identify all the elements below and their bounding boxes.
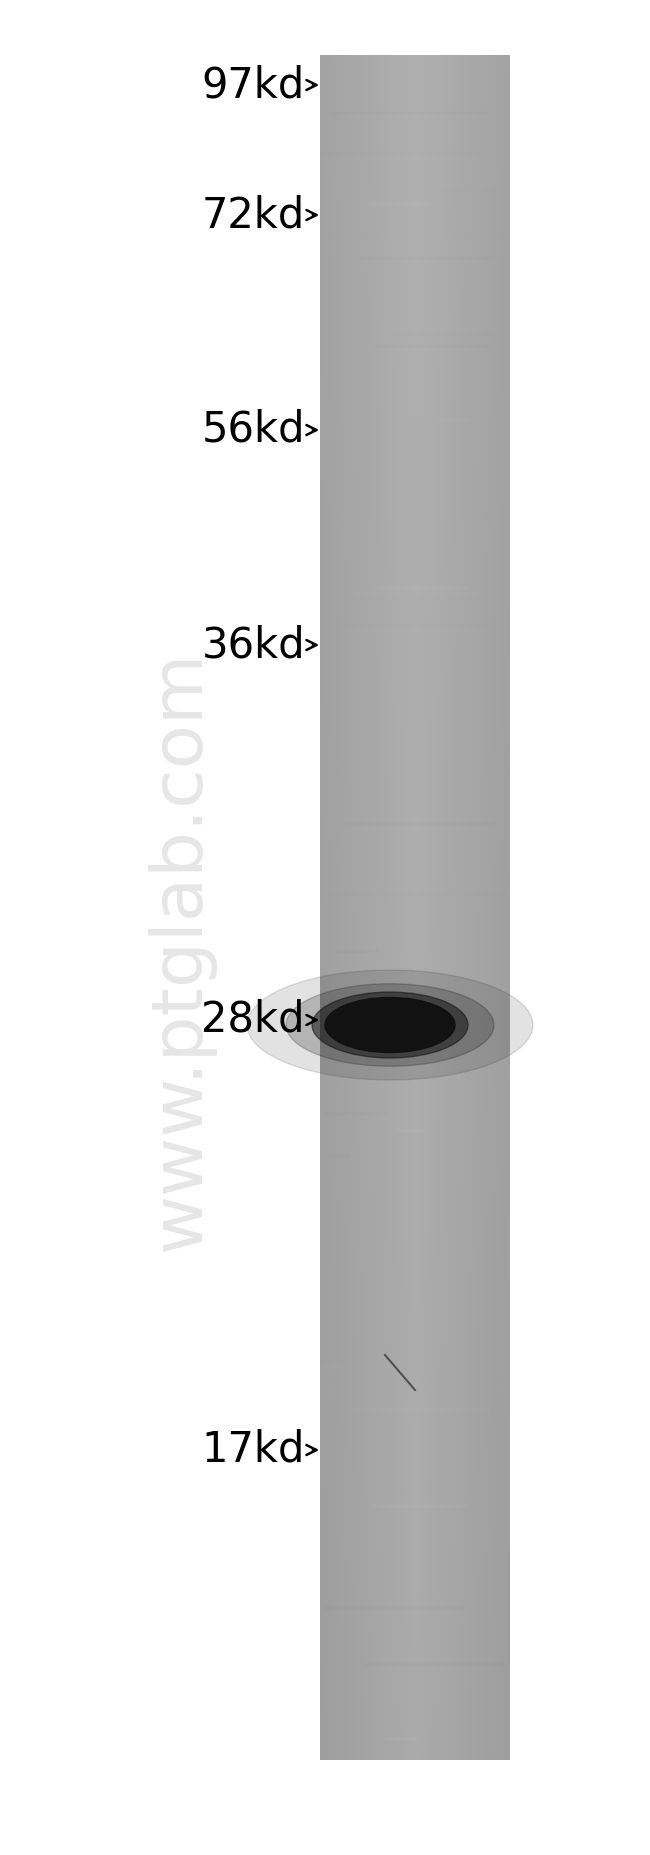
Ellipse shape [247,970,533,1080]
Text: 97kd: 97kd [202,65,305,106]
Text: 56kd: 56kd [202,408,305,451]
Text: 28kd: 28kd [202,1000,305,1041]
Ellipse shape [325,998,455,1052]
Ellipse shape [312,992,468,1057]
Text: 72kd: 72kd [202,195,305,236]
Text: 36kd: 36kd [202,623,305,666]
Text: 17kd: 17kd [202,1428,305,1471]
Ellipse shape [286,983,494,1067]
Text: www.ptglab.com: www.ptglab.com [146,649,214,1250]
